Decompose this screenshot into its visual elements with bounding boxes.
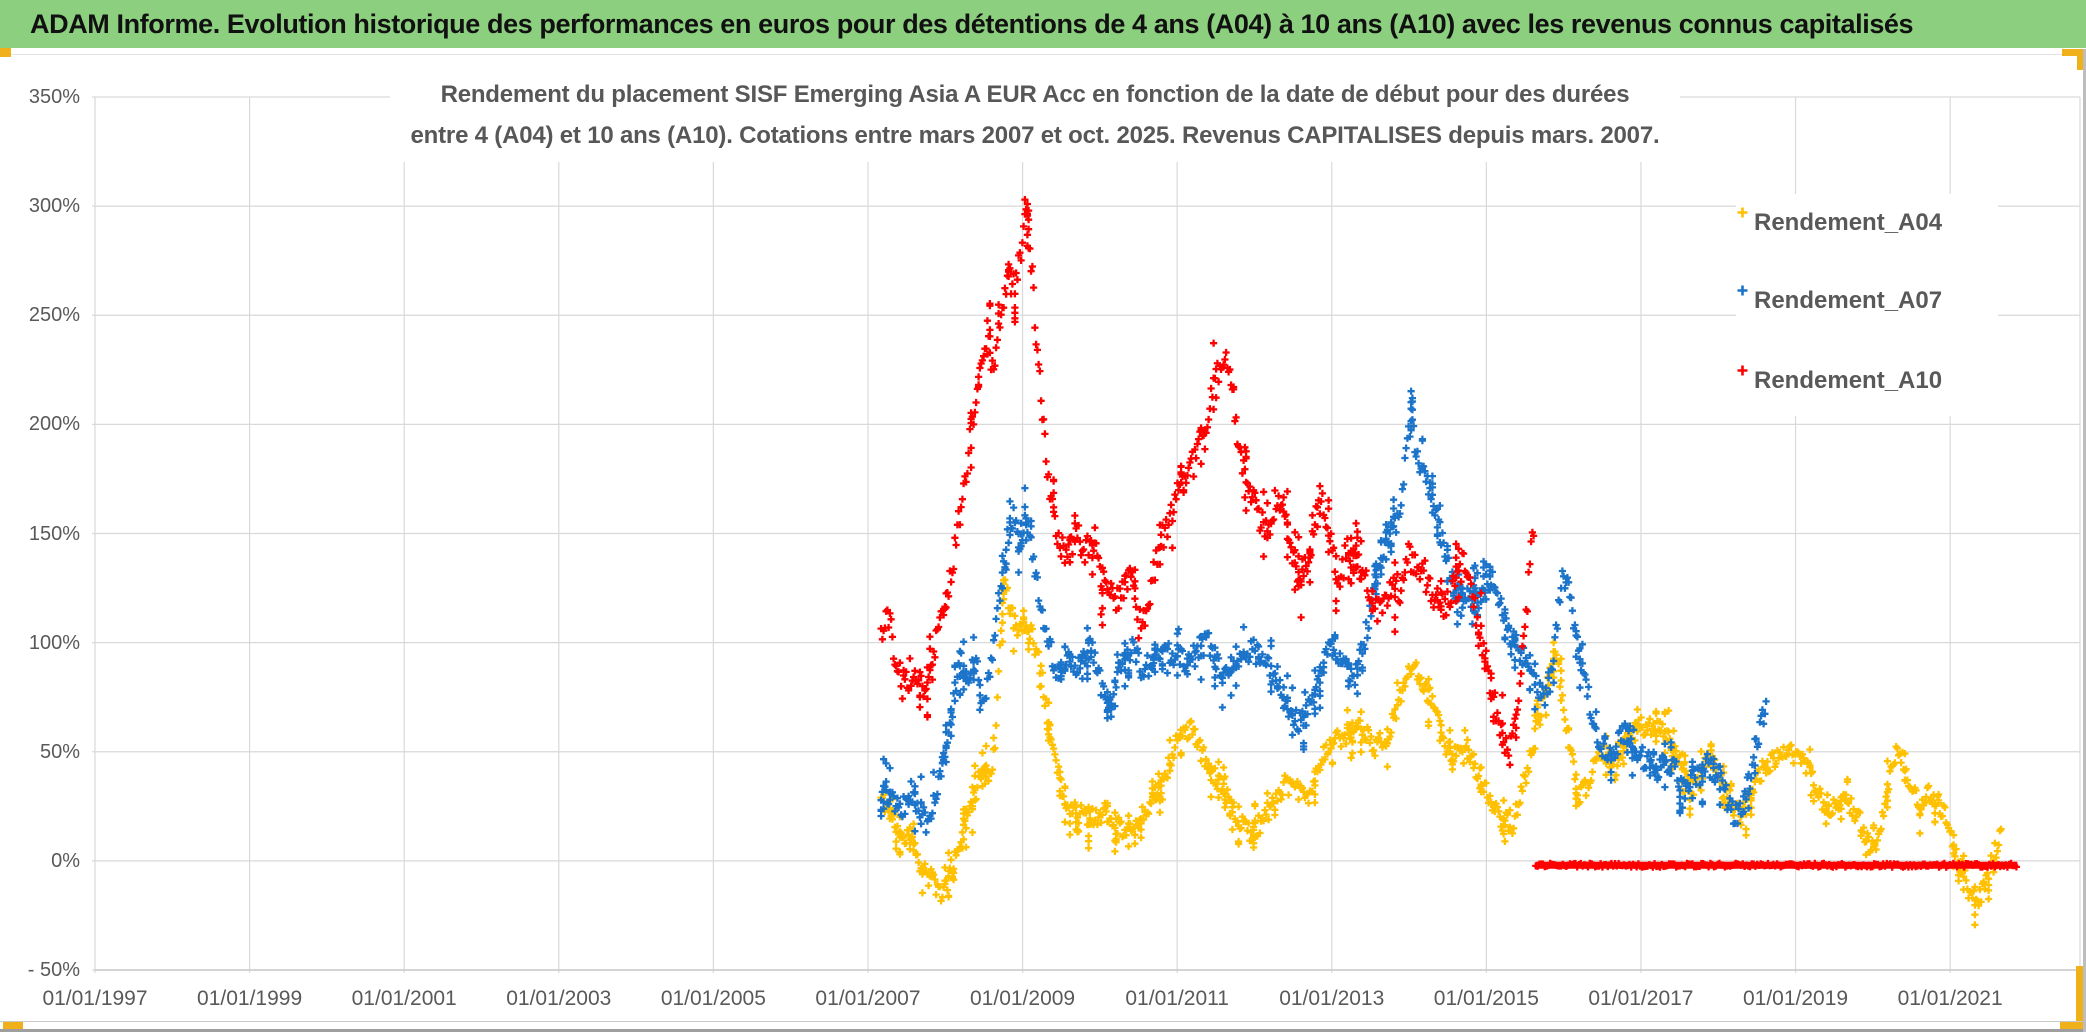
x-tick-label: 01/01/2017 — [1588, 987, 1694, 1010]
x-tick-label: 01/01/2015 — [1433, 987, 1539, 1010]
legend: Rendement_A04 Rendement_A07 Rendement_A1… — [1736, 194, 1998, 416]
y-tick-label: 200% — [28, 413, 80, 436]
corner-accent-bottom-right-v — [2076, 966, 2084, 1030]
chart-title-line2: entre 4 (A04) et 10 ans (A10). Cotations… — [410, 122, 1660, 149]
plus-marker-icon — [1737, 207, 1748, 218]
x-tick-label: 01/01/2005 — [660, 987, 766, 1010]
x-tick-label: 01/01/2001 — [351, 987, 457, 1010]
scatter-series — [877, 196, 2020, 929]
legend-label: Rendement_A04 — [1754, 209, 1943, 236]
header-banner: ADAM Informe. Evolution historique des p… — [0, 0, 2086, 48]
x-tick-label: 01/01/1999 — [197, 987, 303, 1010]
corner-accent-top-right-h — [2062, 49, 2084, 56]
x-tick-label: 01/01/2003 — [506, 987, 612, 1010]
bottom-strip-bottom-line — [0, 1029, 2086, 1032]
series-rendement_a10 — [877, 196, 2020, 871]
y-tick-label: 50% — [39, 740, 80, 763]
right-edge-line — [2083, 49, 2086, 1032]
chart-title: Rendement du placement SISF Emerging Asi… — [390, 74, 1680, 162]
x-tick-label: 01/01/2009 — [970, 987, 1076, 1010]
y-tick-label: 0% — [51, 849, 80, 872]
corner-accent-bottom-left — [3, 1021, 23, 1030]
bottom-strip-top-line — [0, 1021, 2086, 1022]
y-tick-label: 350% — [28, 86, 80, 108]
x-tick-label: 01/01/2019 — [1742, 987, 1849, 1010]
x-tick-label: 01/01/2007 — [815, 987, 921, 1010]
y-tick-label: - 50% — [27, 959, 80, 981]
y-tick-label: 300% — [28, 195, 80, 218]
x-tick-label: 01/01/2021 — [1897, 987, 2003, 1010]
legend-item-a10[interactable]: Rendement_A10 — [1736, 364, 1998, 398]
x-tick-label: 01/01/1997 — [42, 987, 148, 1010]
legend-label: Rendement_A07 — [1754, 287, 1943, 314]
header-title: ADAM Informe. Evolution historique des p… — [30, 8, 1914, 39]
legend-item-a07[interactable]: Rendement_A07 — [1736, 284, 1998, 318]
x-tick-label: 01/01/2011 — [1125, 987, 1229, 1010]
y-tick-label: 250% — [28, 304, 80, 327]
legend-label: Rendement_A10 — [1754, 367, 1943, 394]
plus-marker-icon — [1737, 365, 1748, 376]
y-tick-label: 100% — [28, 631, 80, 654]
y-tick-label: 150% — [28, 522, 80, 545]
corner-accent-top-left — [0, 48, 11, 57]
corner-accent-top-right-v — [2077, 49, 2084, 70]
header-divider — [0, 54, 2086, 55]
chart-title-line1: Rendement du placement SISF Emerging Asi… — [440, 81, 1630, 108]
x-tick-label: 01/01/2013 — [1279, 987, 1385, 1010]
plus-marker-icon — [1737, 285, 1748, 296]
series-rendement_a07 — [877, 387, 1770, 836]
legend-item-a04[interactable]: Rendement_A04 — [1736, 206, 1998, 240]
corner-accent-bottom-right-h — [2060, 1022, 2086, 1030]
